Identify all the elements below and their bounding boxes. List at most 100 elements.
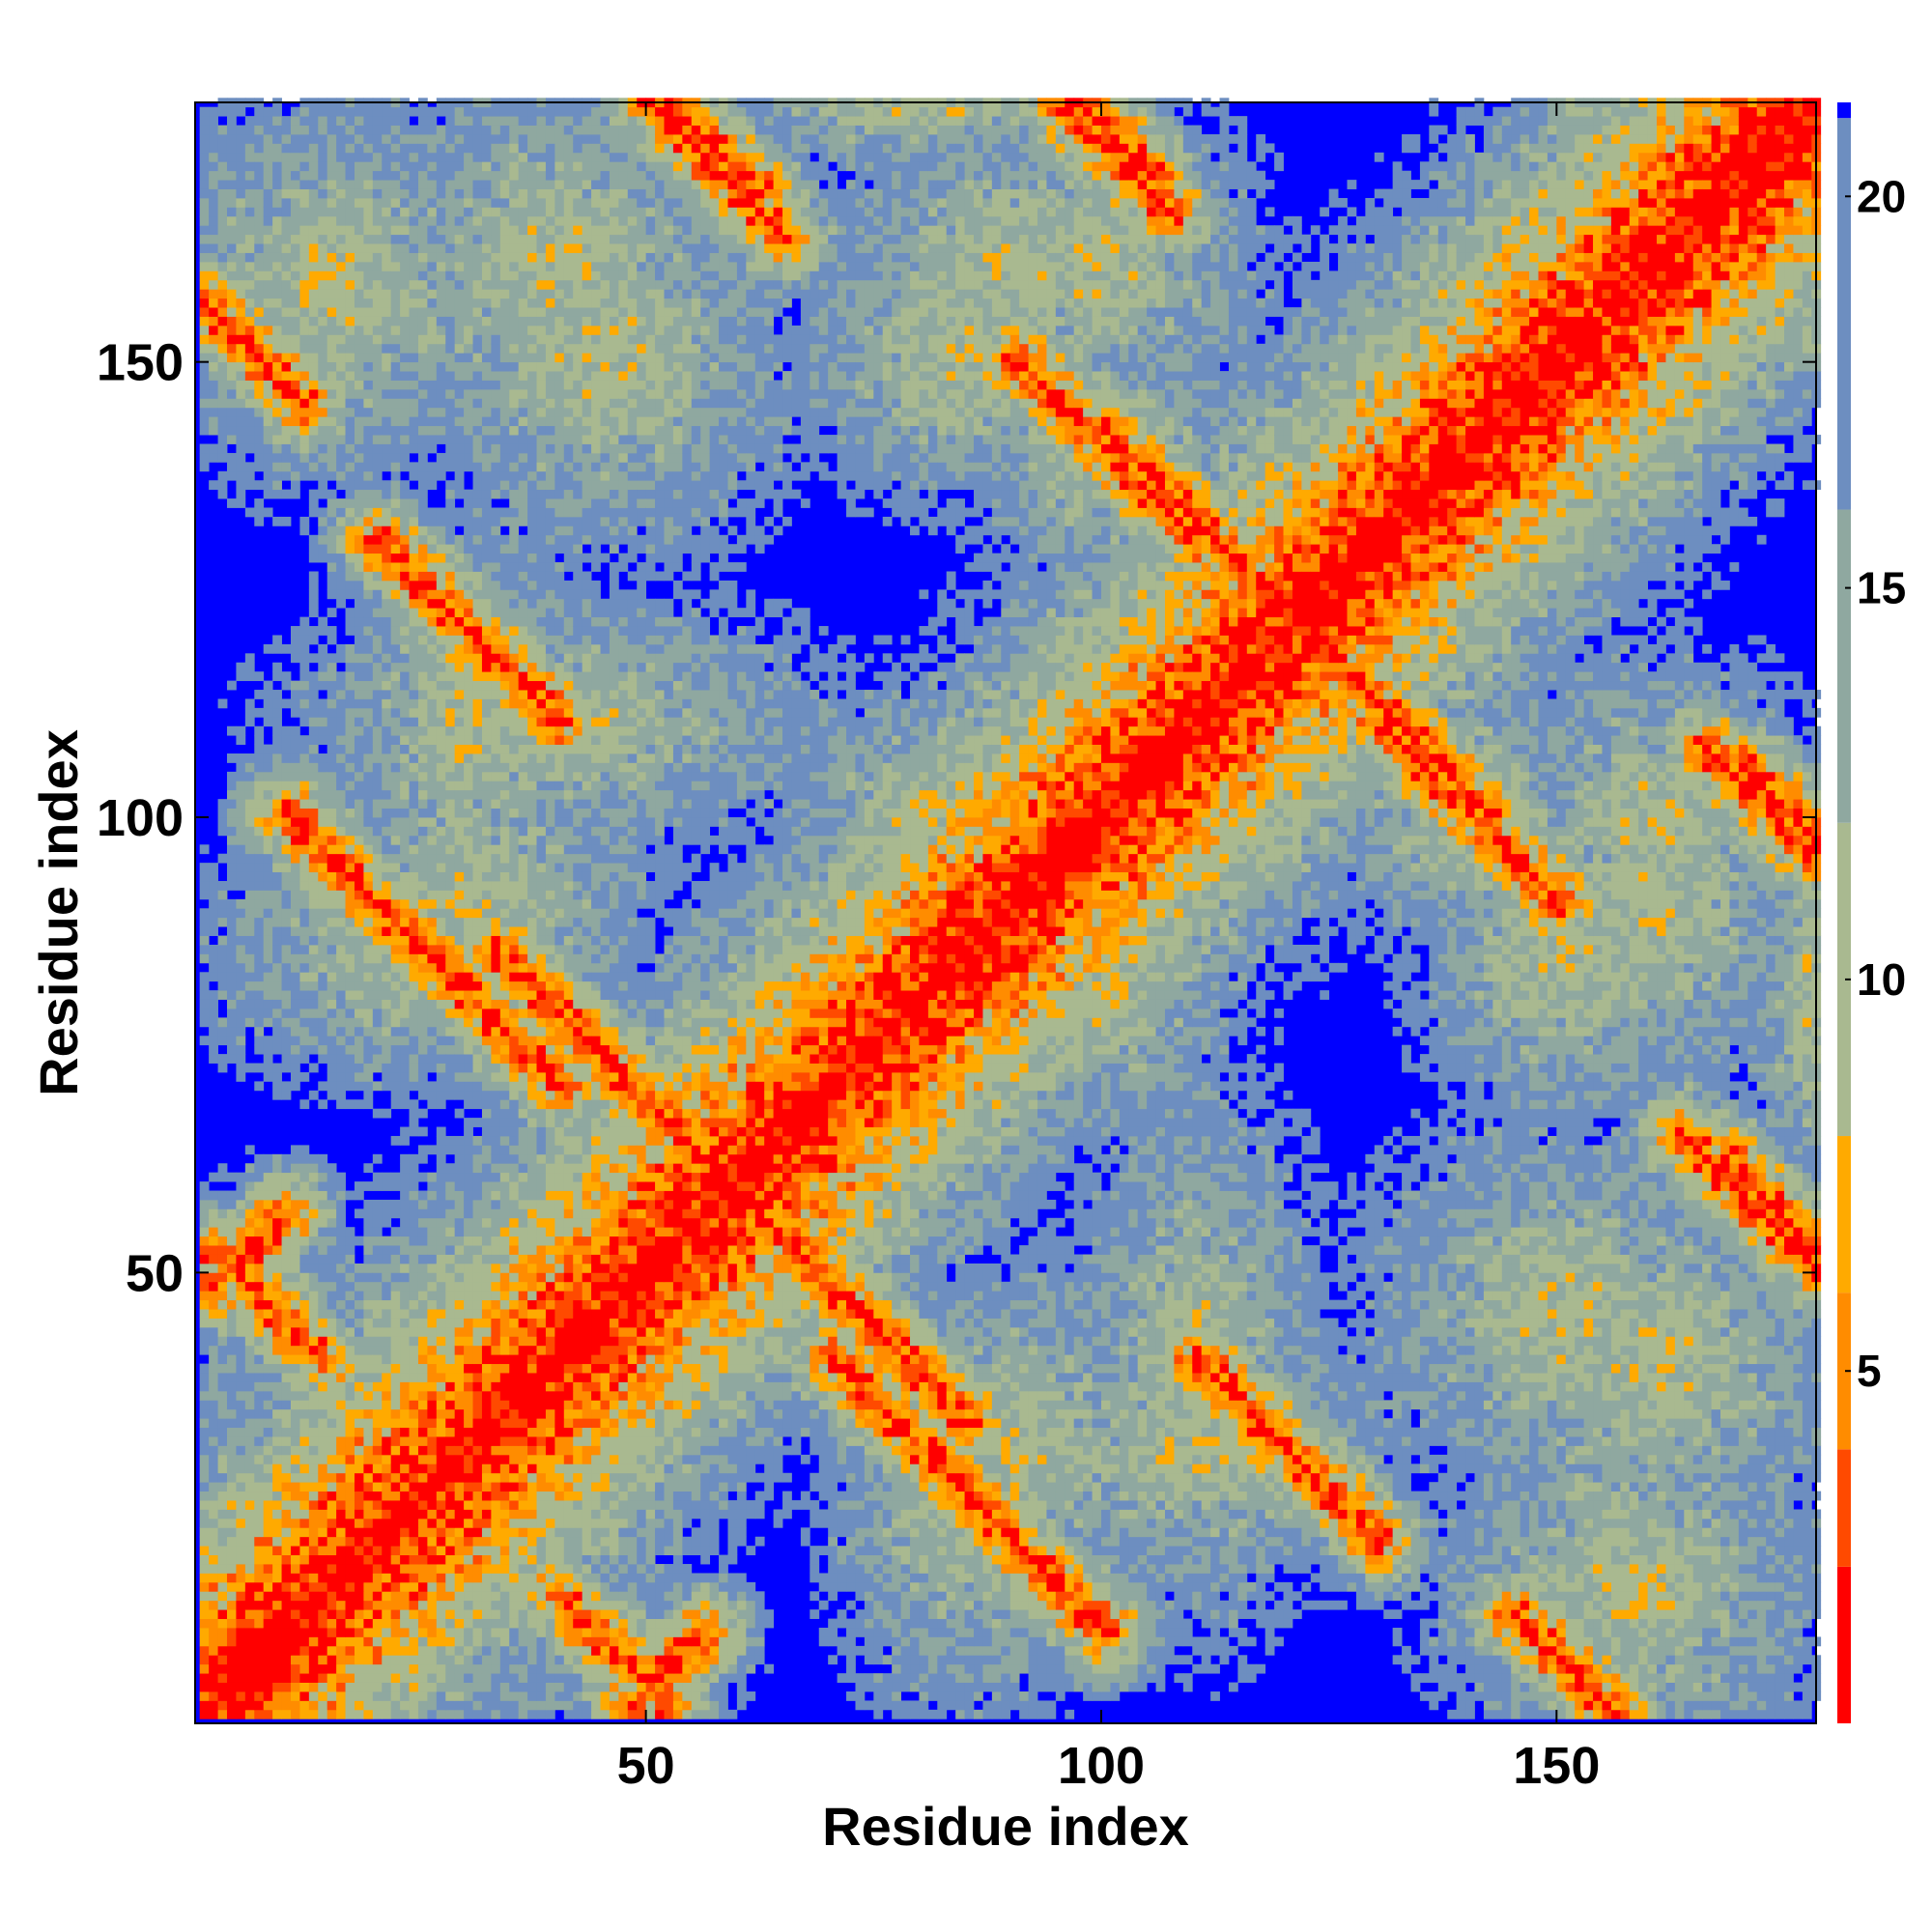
heatmap-cell [236, 826, 245, 836]
heatmap-cell [318, 1492, 327, 1501]
heatmap-cell [218, 435, 228, 444]
heatmap-cell [546, 1636, 555, 1646]
heatmap-cell [218, 243, 228, 253]
heatmap-cell [427, 1673, 437, 1683]
heatmap-cell [591, 1700, 601, 1710]
heatmap-cell [264, 1482, 273, 1492]
heatmap-cell [1156, 1628, 1166, 1637]
heatmap-cell [1793, 1564, 1803, 1574]
heatmap-cell [200, 1319, 210, 1328]
heatmap-cell [710, 1673, 720, 1683]
heatmap-cell [299, 972, 309, 981]
heatmap-cell [264, 826, 273, 836]
heatmap-cell [236, 498, 245, 508]
heatmap-cell [245, 1482, 255, 1492]
heatmap-cell [327, 1673, 337, 1683]
heatmap-cell [299, 1710, 309, 1719]
heatmap-cell [291, 990, 300, 1000]
heatmap-cell [346, 371, 355, 381]
heatmap-cell [810, 1564, 819, 1574]
heatmap-cell [200, 1591, 210, 1601]
heatmap-cell [1457, 1646, 1466, 1656]
heatmap-cell [582, 1710, 592, 1719]
heatmap-cell [227, 863, 237, 872]
heatmap-cell [355, 626, 364, 636]
heatmap-cell [336, 1601, 346, 1610]
heatmap-cell [327, 544, 337, 554]
heatmap-cell [218, 1573, 228, 1582]
heatmap-cell [883, 1655, 893, 1664]
heatmap-cell [291, 1163, 300, 1173]
heatmap-cell [264, 471, 273, 481]
heatmap-cell [1739, 1573, 1748, 1582]
heatmap-cell [1465, 1619, 1475, 1629]
heatmap-cell [1484, 1555, 1493, 1565]
heatmap-cell [218, 1327, 228, 1337]
heatmap-cell [910, 1564, 920, 1574]
heatmap-cell [673, 1710, 683, 1719]
heatmap-cell [1192, 1636, 1202, 1646]
heatmap-cell [755, 1628, 765, 1637]
heatmap-cell [1793, 1628, 1803, 1637]
heatmap-cell [272, 189, 282, 199]
heatmap-cell [318, 444, 327, 454]
heatmap-cell [1556, 1619, 1566, 1629]
heatmap-cell [282, 644, 292, 654]
heatmap-cell [346, 781, 355, 790]
heatmap-cell [1520, 1655, 1530, 1664]
heatmap-cell [282, 1163, 292, 1173]
heatmap-cell [1365, 1601, 1375, 1610]
heatmap-cell [318, 1163, 327, 1173]
heatmap-cell [327, 216, 337, 226]
heatmap-cell [336, 180, 346, 189]
heatmap-cell [236, 663, 245, 672]
heatmap-cell [355, 599, 364, 609]
heatmap-cell [327, 817, 337, 827]
heatmap-cell [1720, 1646, 1730, 1656]
heatmap-cell [245, 180, 255, 189]
heatmap-cell [318, 216, 327, 226]
heatmap-cell [227, 1546, 237, 1555]
heatmap-cell [309, 134, 319, 144]
heatmap-cell [1511, 1655, 1520, 1664]
heatmap-cell [965, 1710, 975, 1719]
heatmap-cell [336, 571, 346, 581]
heatmap-cell [236, 1519, 245, 1528]
heatmap-cell [218, 698, 228, 708]
heatmap-cell [1229, 1601, 1238, 1610]
heatmap-cell [227, 317, 237, 327]
heatmap-cell [209, 453, 218, 463]
heatmap-cell [227, 235, 237, 244]
heatmap-cell [1247, 1609, 1257, 1619]
heatmap-cell [299, 398, 309, 408]
heatmap-cell [1001, 1591, 1010, 1601]
heatmap-cell [245, 270, 255, 280]
heatmap-cell [519, 1664, 528, 1674]
heatmap-cell [883, 1700, 893, 1710]
heatmap-cell [618, 1573, 628, 1582]
heatmap-cell [746, 1619, 755, 1629]
heatmap-cell [1548, 1564, 1557, 1574]
heatmap-cell [537, 1555, 547, 1565]
heatmap-cell [327, 1582, 337, 1592]
heatmap-cell [1566, 1573, 1576, 1582]
heatmap-cell [318, 1601, 327, 1610]
heatmap-cell [218, 398, 228, 408]
heatmap-cell [1457, 1710, 1466, 1719]
heatmap-cell [1174, 1655, 1183, 1664]
heatmap-cell [1502, 1700, 1512, 1710]
heatmap-cell [236, 317, 245, 327]
heatmap-cell [336, 326, 346, 335]
heatmap-cell [336, 1227, 346, 1236]
heatmap-cell [947, 1573, 956, 1582]
heatmap-cell [928, 1664, 938, 1674]
heatmap-cell [209, 1227, 218, 1236]
heatmap-cell [227, 681, 237, 691]
heatmap-cell [1192, 1646, 1202, 1656]
heatmap-cell [1584, 1628, 1594, 1637]
heatmap-cell [373, 1555, 383, 1565]
heatmap-cell [336, 1036, 346, 1045]
heatmap-cell [637, 1591, 646, 1601]
heatmap-cell [200, 462, 210, 471]
heatmap-cell [346, 817, 355, 827]
